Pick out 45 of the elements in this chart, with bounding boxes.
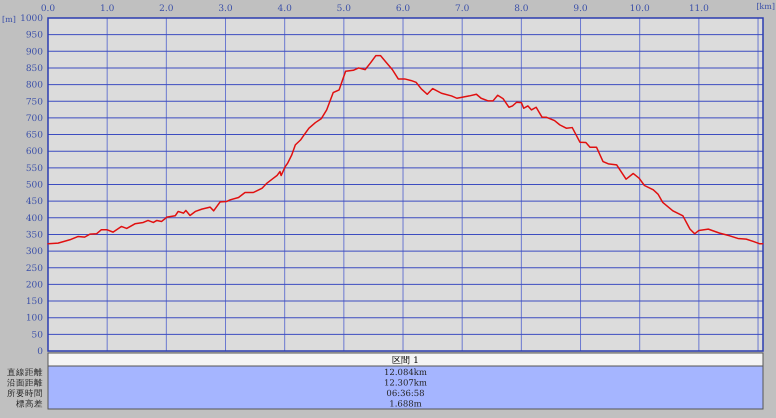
y-tick-label: 1000 [20,14,44,24]
y-tick-label: 800 [26,80,44,91]
y-tick-label: 550 [26,164,44,174]
y-tick-label: 950 [26,30,44,41]
y-tick-label: 350 [26,230,44,240]
y-tick-label: 900 [26,47,44,58]
text: 標高差 [16,398,43,410]
y-tick-label: 0 [37,347,44,357]
y-tick-label: 50 [32,330,44,340]
y-tick-label: 450 [26,197,44,208]
x-tick-label: 1.0 [100,4,115,14]
text: 12.307km [384,378,427,388]
y-tick-label: 750 [26,97,44,108]
x-tick-label: 9.0 [573,4,588,14]
y-tick-label: 400 [26,214,44,224]
x-tick-label: 6.0 [396,4,410,14]
y-axis-title: [m] [2,15,16,24]
x-tick-label: 0.0 [40,4,56,14]
x-tick-label: 8.0 [514,4,529,14]
x-tick-label: 5.0 [336,4,352,14]
y-tick-label: 100 [26,314,44,324]
x-tick-label: 2.0 [159,4,174,14]
text: 12.084km [384,368,427,378]
y-tick-label: 850 [26,64,44,74]
y-tick-label: 200 [26,280,44,290]
x-tick-label: 4.0 [278,4,292,14]
x-tick-label: 7.0 [455,4,470,14]
text: 沿面距離 [7,378,43,388]
text: 直線距離 [7,367,43,378]
y-tick-label: 300 [26,247,44,258]
y-tick-label: 600 [26,147,44,158]
y-tick-label: 250 [26,264,44,274]
x-tick-label: 11.0 [688,4,710,14]
line-series [47,54,764,245]
y-tick-label: 700 [26,114,44,124]
text: 所要時間 [7,388,43,399]
x-axis-title: [km] [756,2,775,11]
x-tick-label: 10.0 [630,4,650,14]
text: 1.688m [389,400,422,410]
x-tick-label: 3.0 [218,4,233,14]
y-tick-label: 500 [26,180,44,190]
y-tick-label: 150 [26,297,44,308]
y-tick-label: 650 [26,130,44,141]
text: 区間 1 [392,355,419,366]
text: 06:36:58 [386,389,425,399]
